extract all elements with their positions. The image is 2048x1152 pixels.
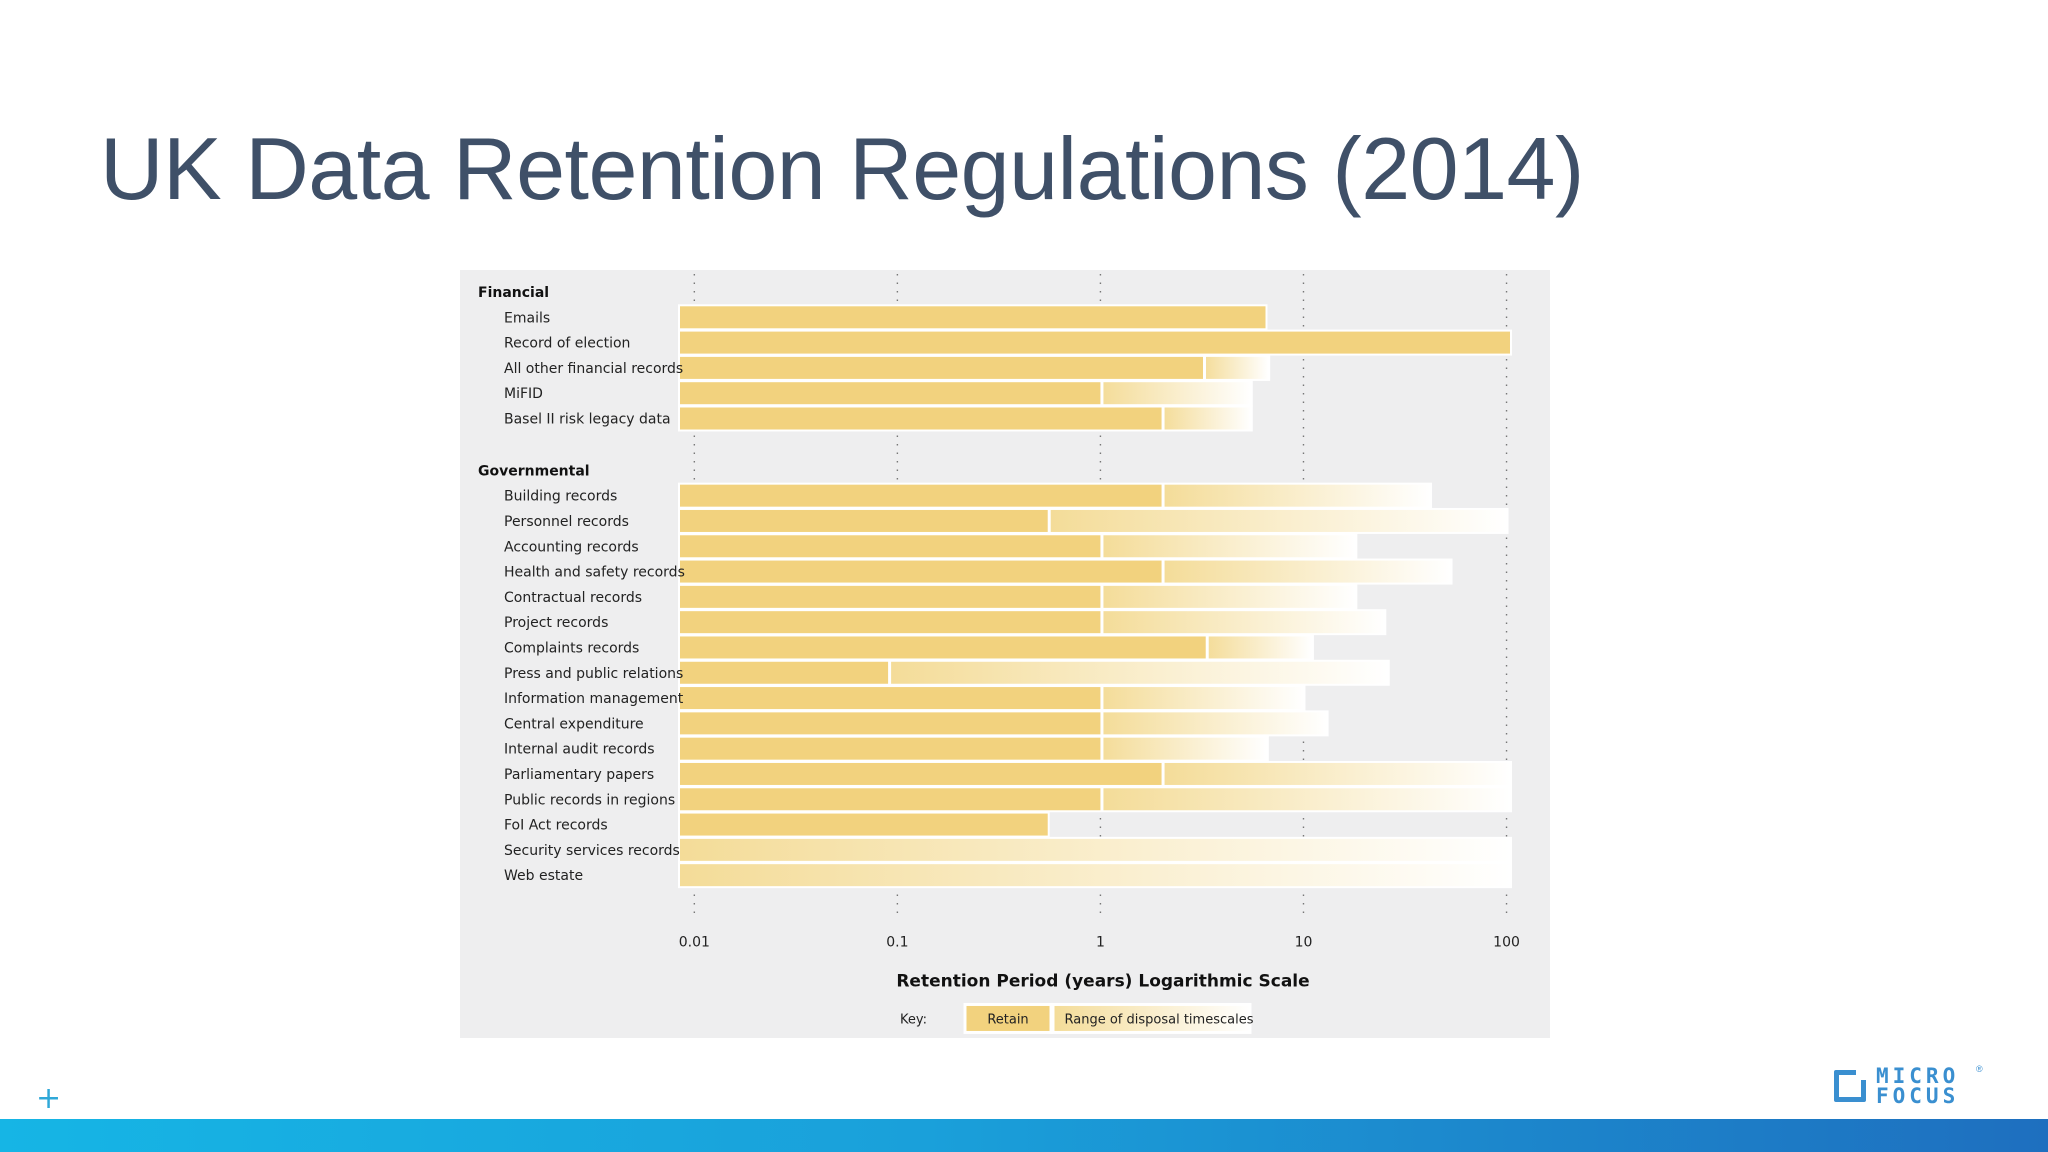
logo-word-micro: MICRO bbox=[1876, 1064, 1960, 1088]
range-bar bbox=[891, 661, 1388, 684]
category-label: Central expenditure bbox=[504, 716, 644, 732]
retain-bar bbox=[680, 509, 1048, 532]
range-bar bbox=[1208, 636, 1312, 659]
retain-bar bbox=[680, 611, 1101, 634]
range-bar bbox=[1103, 382, 1251, 405]
retain-bar bbox=[680, 813, 1048, 836]
retain-bar bbox=[680, 687, 1101, 710]
logo-word-focus: FOCUS bbox=[1876, 1084, 1960, 1108]
category-label: Health and safety records bbox=[504, 565, 685, 581]
retain-bar bbox=[680, 762, 1162, 785]
retain-bar bbox=[680, 535, 1101, 558]
legend-range-swatch bbox=[1051, 1002, 1252, 1034]
range-bar bbox=[1164, 560, 1451, 583]
group-label: Financial bbox=[478, 285, 549, 301]
category-label: MiFID bbox=[504, 386, 543, 402]
category-label: Contractual records bbox=[504, 590, 642, 606]
retain-bar bbox=[680, 331, 1510, 354]
category-label: Complaints records bbox=[504, 640, 639, 656]
retain-bar bbox=[680, 382, 1101, 405]
legend-key-label: Key: bbox=[900, 1012, 927, 1027]
legend: Key: Retain Range of disposal timescales bbox=[900, 1002, 1254, 1034]
range-bar bbox=[1050, 509, 1507, 532]
category-label: Basel II risk legacy data bbox=[504, 412, 671, 428]
retain-bar bbox=[680, 788, 1101, 811]
logo-registered-mark: ® bbox=[1976, 1064, 1983, 1074]
chart-panel: Financial Emails Record of election All oth… bbox=[460, 270, 1550, 1038]
category-label: Project records bbox=[504, 615, 608, 631]
range-bar bbox=[1206, 356, 1269, 379]
retain-bar bbox=[680, 636, 1206, 659]
slide-title: UK Data Retention Regulations (2014) bbox=[100, 119, 1584, 218]
category-label: Building records bbox=[504, 489, 617, 505]
x-tick-label: 1 bbox=[1096, 934, 1105, 950]
category-label: Parliamentary papers bbox=[504, 767, 654, 783]
category-label: Personnel records bbox=[504, 514, 629, 530]
category-label: Press and public relations bbox=[504, 666, 683, 682]
range-bar bbox=[1103, 737, 1267, 760]
retain-bar bbox=[680, 712, 1101, 735]
category-label: All other financial records bbox=[504, 361, 683, 377]
range-bar bbox=[1103, 611, 1385, 634]
retain-bar bbox=[680, 306, 1266, 329]
category-label: Internal audit records bbox=[504, 742, 655, 758]
retention-chart: Financial Emails Record of election All oth… bbox=[478, 274, 1520, 1034]
group-label: Governmental bbox=[478, 463, 590, 479]
x-axis-title: Retention Period (years) Logarithmic Sca… bbox=[896, 971, 1309, 991]
range-bar bbox=[1103, 788, 1510, 811]
footer-bar bbox=[0, 1119, 2048, 1152]
legend-retain-label: Retain bbox=[987, 1012, 1028, 1027]
range-bar bbox=[1103, 585, 1356, 608]
category-label: Record of election bbox=[504, 336, 630, 352]
range-bar bbox=[1103, 712, 1327, 735]
x-tick-label: 100 bbox=[1493, 934, 1520, 950]
x-tick-label: 0.1 bbox=[886, 934, 908, 950]
category-label: Public records in regions bbox=[504, 792, 675, 808]
retain-bar bbox=[680, 356, 1204, 379]
range-bar bbox=[680, 838, 1510, 861]
x-tick-label: 10 bbox=[1295, 934, 1313, 950]
retain-bar bbox=[680, 737, 1101, 760]
micro-focus-logo: MICRO FOCUS ® bbox=[1834, 1064, 1984, 1108]
retain-bar bbox=[680, 661, 889, 684]
category-label: Security services records bbox=[504, 843, 680, 859]
range-bar bbox=[680, 864, 1510, 887]
category-label: FoI Act records bbox=[504, 818, 608, 834]
retain-bar bbox=[680, 484, 1162, 507]
retain-bar bbox=[680, 560, 1162, 583]
range-bar bbox=[1164, 762, 1510, 785]
range-bar bbox=[1164, 484, 1431, 507]
legend-retain-swatch bbox=[963, 1002, 1053, 1034]
category-label: Information management bbox=[504, 691, 684, 707]
retain-bar bbox=[680, 407, 1162, 430]
plus-icon: + bbox=[36, 1081, 62, 1116]
range-bar bbox=[1103, 535, 1356, 558]
logo-square-icon bbox=[1834, 1070, 1866, 1102]
category-label: Emails bbox=[504, 310, 550, 326]
category-label: Accounting records bbox=[504, 539, 639, 555]
legend-range-label: Range of disposal timescales bbox=[1065, 1012, 1254, 1027]
range-bar bbox=[1103, 687, 1304, 710]
category-label: Web estate bbox=[504, 868, 583, 884]
x-tick-label: 0.01 bbox=[679, 934, 710, 950]
range-bar bbox=[1164, 407, 1251, 430]
retain-bar bbox=[680, 585, 1101, 608]
